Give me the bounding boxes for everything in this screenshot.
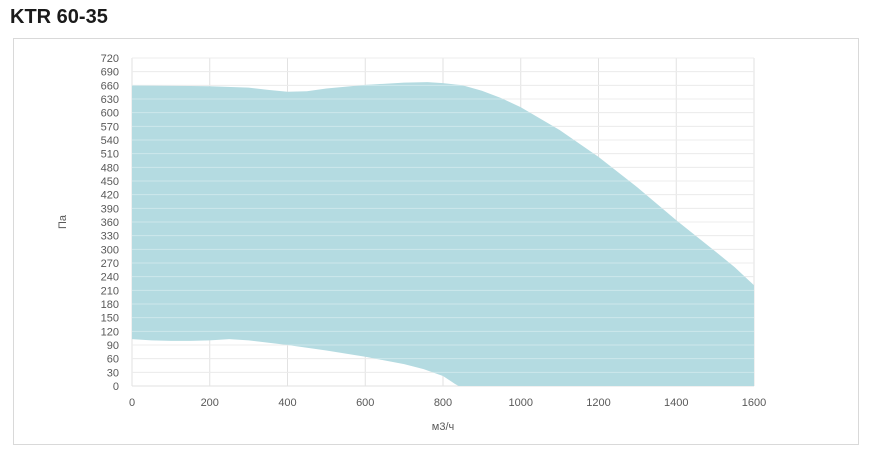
y-tick-label: 510 (101, 149, 119, 161)
x-tick-label: 1000 (509, 397, 533, 409)
y-tick-label: 570 (101, 121, 119, 133)
x-tick-label: 200 (201, 397, 219, 409)
y-tick-label: 60 (107, 354, 119, 366)
x-tick-label: 1400 (664, 397, 688, 409)
y-tick-label: 390 (101, 203, 119, 215)
y-tick-label: 540 (101, 135, 119, 147)
y-axis-label: Па (57, 214, 69, 229)
y-tick-label: 0 (113, 381, 119, 393)
chart-frame (13, 38, 859, 445)
x-tick-labels: 0 200 400 600 800 1000 1200 1400 1600 (129, 397, 766, 409)
x-tick-label: 1200 (586, 397, 610, 409)
x-tick-label: 0 (129, 397, 135, 409)
y-tick-label: 150 (101, 313, 119, 325)
y-tick-label: 630 (101, 94, 119, 106)
area-gridlines (132, 57, 754, 373)
y-tick-label: 240 (101, 272, 119, 284)
y-tick-label: 480 (101, 162, 119, 174)
y-tick-label: 360 (101, 217, 119, 229)
operating-area (132, 82, 754, 386)
x-tick-label: 800 (434, 397, 452, 409)
y-tick-label: 600 (101, 108, 119, 120)
x-tick-label: 400 (278, 397, 296, 409)
y-tick-label: 660 (101, 80, 119, 92)
y-tick-label: 720 (101, 53, 119, 65)
y-tick-label: 90 (107, 340, 119, 352)
x-tick-label: 1600 (742, 397, 766, 409)
y-tick-label: 270 (101, 258, 119, 270)
y-tick-label: 30 (107, 367, 119, 379)
y-tick-label: 450 (101, 176, 119, 188)
chart-title: KTR 60-35 (10, 6, 108, 28)
x-axis-label: м3/ч (432, 421, 454, 433)
y-tick-label: 330 (101, 231, 119, 243)
y-tick-label: 300 (101, 244, 119, 256)
y-tick-label: 690 (101, 67, 119, 79)
x-tick-label: 600 (356, 397, 374, 409)
y-tick-label: 180 (101, 299, 119, 311)
y-tick-label: 120 (101, 326, 119, 338)
y-tick-label: 420 (101, 190, 119, 202)
y-tick-label: 210 (101, 285, 119, 297)
